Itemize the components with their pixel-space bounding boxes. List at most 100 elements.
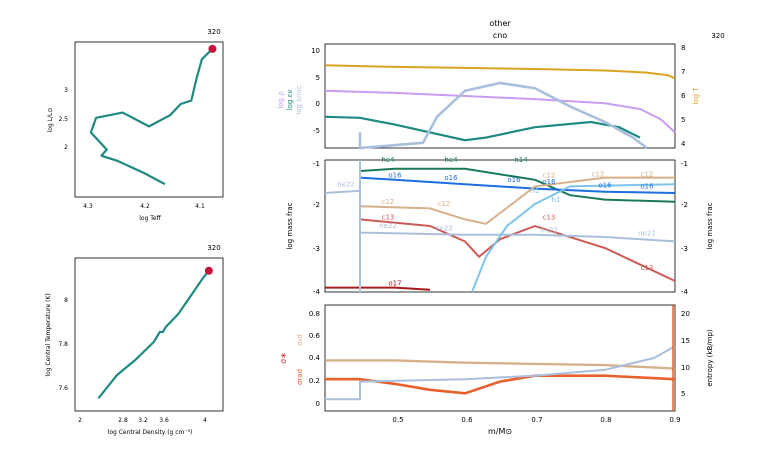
c13-label: c13 xyxy=(543,213,556,221)
rhot-ytick: 7.8 xyxy=(58,341,68,348)
x-axis-label: m/M⊙ xyxy=(488,427,512,436)
top-series-epsnu xyxy=(324,115,641,142)
o16-label: o16 xyxy=(444,174,458,182)
rhot-xtick: 3.2 xyxy=(138,417,148,424)
rhot-track-line xyxy=(97,270,210,399)
hr-ytick: 2.5 xyxy=(58,116,68,123)
model-number-right: 320 xyxy=(711,32,724,40)
h1-label: h1 xyxy=(531,187,540,195)
header-other: other xyxy=(489,19,511,28)
mid-ytick: -1 xyxy=(313,160,320,168)
ne22-label: ne22 xyxy=(435,224,453,232)
bot-ytick-right: 15 xyxy=(681,337,690,345)
c13-label: c13 xyxy=(641,264,654,272)
ne22-label: ne22 xyxy=(638,230,656,238)
bot-series-entropy xyxy=(325,345,676,401)
rhot-ytick: 8 xyxy=(64,297,68,304)
x-tick: 0.6 xyxy=(461,416,473,424)
bot-ytick: 0 xyxy=(316,400,320,408)
header-cno: cno xyxy=(493,31,507,40)
mid-ytick: -3 xyxy=(313,245,320,253)
hr-track-line xyxy=(89,48,214,186)
rhot-ytick: 7.6 xyxy=(58,385,68,392)
o17-label: o17 xyxy=(388,279,401,287)
hr-xtick: 4.1 xyxy=(195,203,205,210)
top-ytick: 5 xyxy=(316,74,320,82)
rhot-xlabel: log Central Density (g cm⁻³) xyxy=(108,429,193,436)
top-ytick-right: 7 xyxy=(681,68,685,76)
rhot-xtick: 2.8 xyxy=(118,417,128,424)
n14-label: n14 xyxy=(514,156,528,164)
bot-ylabel-sigma-star: σ∗ xyxy=(279,352,288,364)
mid-ytick-right: -4 xyxy=(681,288,689,296)
o16-label: o16 xyxy=(507,176,521,184)
o16-label: o16 xyxy=(542,178,556,186)
he4-label: he4 xyxy=(444,156,458,164)
rhot-xtick: 3.6 xyxy=(159,417,169,424)
rhot-frame xyxy=(74,257,224,412)
top-ytick-right: 8 xyxy=(681,44,685,52)
bot-ytick: 0.2 xyxy=(309,377,320,385)
hr-ytick: 3 xyxy=(64,87,68,94)
rhot-xtick: 2 xyxy=(78,417,82,424)
top-ylabel-epsnuc: log εnuc xyxy=(295,85,303,115)
x-tick: 0.8 xyxy=(600,416,611,424)
rhot-ylabel: log Central Temperature (K) xyxy=(45,293,52,376)
bot-ylabel-entropy: entropy (kB/mp) xyxy=(706,329,714,387)
top-panel-frame xyxy=(324,43,676,149)
hr-ytick: 2 xyxy=(64,144,68,151)
mid-series-o16 xyxy=(359,176,676,194)
bot-ylabel-sigma-rad: σrad xyxy=(296,369,304,385)
o16-label: o16 xyxy=(640,183,654,191)
mid-ytick-right: -1 xyxy=(681,160,688,168)
bot-series-sigma-ad xyxy=(325,359,676,370)
top-ytick-right: 6 xyxy=(681,92,686,100)
rhot-current-point xyxy=(204,266,213,275)
hr-xtick: 4.2 xyxy=(140,203,150,210)
mid-ylabel: log mass frac xyxy=(286,202,294,249)
ne22-label: ne22 xyxy=(540,227,558,235)
model-number-rhot: 320 xyxy=(207,244,220,252)
top-ylabel-epsnu: log εν xyxy=(286,90,294,111)
bot-ytick: 0.6 xyxy=(309,332,321,340)
top-ylabel-rho: log ρ xyxy=(277,91,285,109)
mid-series-ne22 xyxy=(324,189,676,243)
c12-label: c12 xyxy=(382,198,395,206)
bot-ylabel-sigma-ad: σₐd xyxy=(296,334,304,346)
top-ytick: -5 xyxy=(313,127,320,135)
hr-xlabel: log Teff xyxy=(139,215,161,222)
top-series-rho xyxy=(324,89,676,134)
mid-ytick: -2 xyxy=(313,201,320,209)
mid-series-c12 xyxy=(359,176,675,225)
mid-series-he4 xyxy=(359,167,676,203)
c12-label: c12 xyxy=(592,171,605,179)
top-ytick: 0 xyxy=(316,100,320,108)
bot-panel-frame xyxy=(324,304,676,412)
c12-label: c12 xyxy=(438,200,451,208)
hr-current-point xyxy=(208,44,217,53)
ne22-label: ne22 xyxy=(379,222,397,230)
hr-diagram: 4.3 4.2 4.1 3 2.5 2 log Teff log L/L⊙ xyxy=(47,41,224,222)
top-ytick: 10 xyxy=(311,47,320,55)
mid-series-h1 xyxy=(471,183,676,293)
top-series-epsnuc xyxy=(358,81,648,150)
mid-ytick-right: -3 xyxy=(681,245,688,253)
bot-ytick: 0.8 xyxy=(309,310,320,318)
top-ylabel-logt: log T xyxy=(692,87,700,105)
rhot-diagram: 2 2.8 3.2 3.6 4 8 7.8 7.6 log Central De… xyxy=(45,257,224,436)
hr-ylabel: log L/L⊙ xyxy=(47,108,54,133)
mid-ylabel-right: log mass frac xyxy=(706,202,714,249)
x-tick: 0.7 xyxy=(531,416,542,424)
model-number-hr: 320 xyxy=(207,28,220,36)
top-series-logt xyxy=(324,64,676,80)
o16-label: o16 xyxy=(598,181,612,189)
bot-ytick-right: 10 xyxy=(681,364,690,372)
x-tick: 0.5 xyxy=(392,416,403,424)
bot-ytick: 0.4 xyxy=(309,354,321,362)
c12-label: c12 xyxy=(641,171,654,179)
bot-ytick-right: 20 xyxy=(681,310,690,318)
o16-label: o16 xyxy=(388,172,402,180)
hr-xtick: 4.3 xyxy=(83,203,93,210)
